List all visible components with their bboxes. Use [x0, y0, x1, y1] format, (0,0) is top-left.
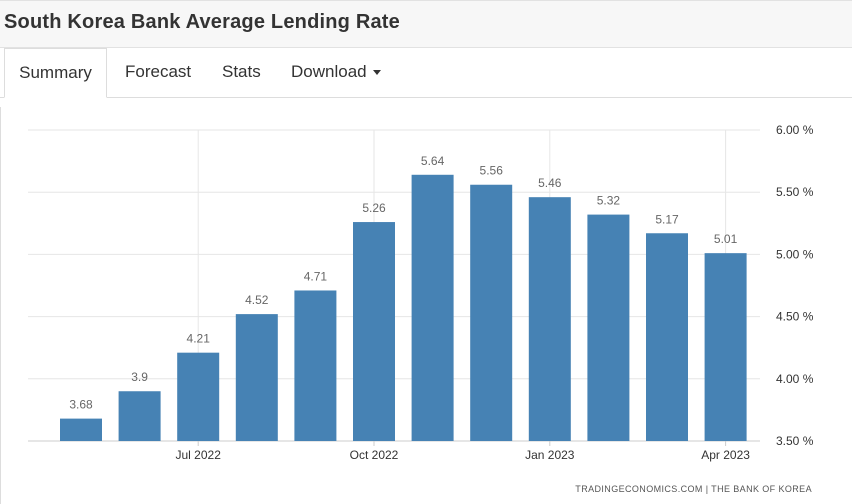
x-axis: Jul 2022 Oct 2022 Jan 2023 Apr 2023: [176, 441, 750, 462]
bar-value-label: 5.46: [538, 176, 562, 190]
y-tick-label: 4.00 %: [776, 372, 814, 386]
bar[interactable]: [470, 184, 513, 441]
bar-value-label: 5.17: [655, 212, 679, 226]
bar-value-label: 3.9: [131, 370, 148, 384]
bar-value-label: 5.64: [421, 154, 445, 168]
bar[interactable]: [587, 214, 630, 441]
tab-forecast[interactable]: Forecast: [125, 62, 192, 81]
data-label-layer: 3.68 3.9 4.21 4.52 4.71 5.26 5.64 5.56 5.46 5.32 5…: [69, 154, 737, 412]
bar[interactable]: [646, 233, 688, 441]
x-tick-label: Oct 2022: [350, 448, 399, 462]
bar[interactable]: [60, 418, 102, 441]
page-header: South Korea Bank Average Lending Rate: [0, 0, 852, 48]
bar[interactable]: [411, 174, 454, 441]
tab-download[interactable]: Download: [291, 48, 381, 98]
bar[interactable]: [704, 253, 747, 441]
chart-panel: [0, 107, 852, 504]
bar-value-label: 5.01: [714, 232, 738, 246]
x-tick-label: Jul 2022: [176, 448, 222, 462]
y-tick-label: 4.50 %: [776, 310, 814, 324]
y-tick-label: 5.50 %: [776, 185, 814, 199]
bar[interactable]: [294, 290, 337, 441]
y-axis: 3.50 % 4.00 % 4.50 % 5.00 % 5.50 % 6.00 %: [776, 123, 814, 448]
y-tick-label: 5.00 %: [776, 247, 814, 261]
source-credit: TRADINGECONOMICS.COM | THE BANK OF KOREA: [575, 484, 812, 494]
bar-layer: [60, 174, 747, 441]
bar-value-label: 3.68: [69, 398, 93, 412]
x-tick-label: Apr 2023: [701, 448, 750, 462]
bar-value-label: 5.26: [362, 201, 386, 215]
bar[interactable]: [353, 222, 395, 441]
x-tick-label: Jan 2023: [525, 448, 575, 462]
tab-stats[interactable]: Stats: [222, 62, 261, 81]
bar[interactable]: [235, 314, 278, 441]
bar-value-label: 4.21: [187, 332, 211, 346]
bar-value-label: 4.71: [304, 269, 328, 283]
y-tick-label: 3.50 %: [776, 434, 814, 448]
tab-summary[interactable]: Summary: [4, 48, 107, 98]
y-tick-label: 6.00 %: [776, 123, 814, 137]
bar[interactable]: [118, 391, 161, 441]
caret-down-icon: [372, 70, 381, 76]
bar[interactable]: [528, 197, 571, 441]
tab-bar: Summary Forecast Stats Download: [0, 48, 852, 98]
bar-value-label: 4.52: [245, 293, 269, 307]
bar-value-label: 5.32: [597, 194, 621, 208]
bar-value-label: 5.56: [480, 164, 504, 178]
tab-download-label: Download: [291, 62, 367, 81]
bar[interactable]: [177, 352, 220, 441]
page-title: South Korea Bank Average Lending Rate: [4, 11, 400, 33]
